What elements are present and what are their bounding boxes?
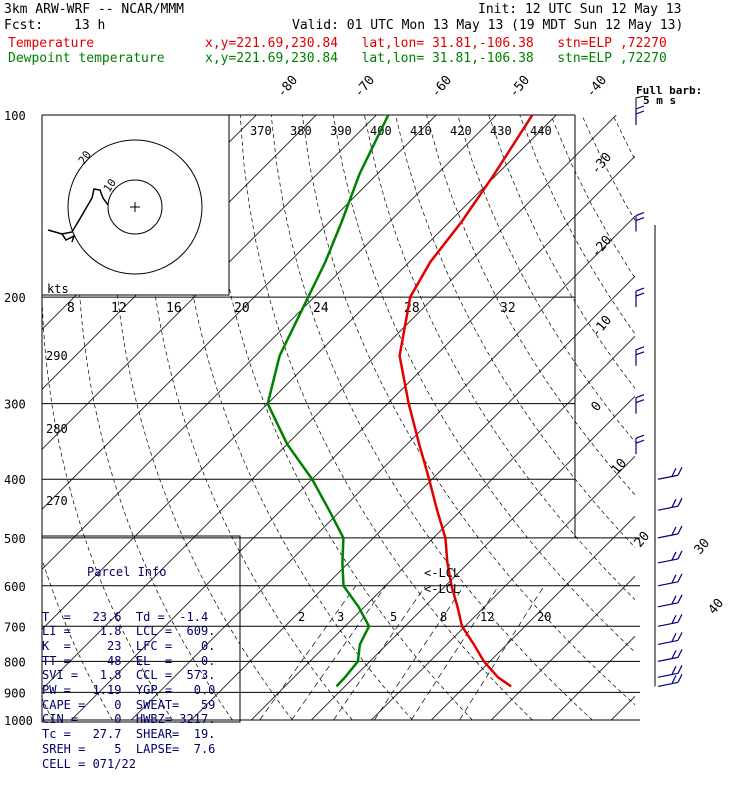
wind-legend-units: 5 m s [643,94,676,107]
pressure-tick-label: 300 [4,398,26,412]
parcel-info-row: SVI = 1.8 CCL = 573. [42,668,238,683]
dry-adiabat [520,115,740,720]
mixing-ratio-label: 2 [298,610,305,624]
pressure-tick-label: 700 [4,620,26,634]
wind-barb [636,288,644,307]
isotherm-label: 0 [589,399,606,415]
isotherm-label: -20 [589,233,616,261]
mixing-ratio-label: 5 [390,610,397,624]
pressure-tick-label: 600 [4,580,26,594]
pressure-tick-label: 1000 [4,714,33,728]
wind-barb [636,395,644,414]
dry-adiabat [551,115,740,720]
theta-label: 370 [250,124,272,138]
wind-barb [658,551,682,563]
isotherm-label: -70 [352,73,379,101]
parcel-info-row: CELL = 071/22 [42,757,238,772]
isotherm-label: 40 [706,596,728,618]
wind-barb [658,649,682,661]
wind-barb [658,614,682,626]
mixing-ratio-line [334,586,426,720]
speed-tick-label: 16 [166,301,182,316]
speed-tick-label: 24 [313,301,329,316]
parcel-info-row: CIN = 0 HWBZ= 3217. [42,712,238,727]
left-theta-label: 280 [46,422,68,436]
mixing-ratio-label: 12 [480,610,494,624]
speed-tick-label: 20 [234,301,250,316]
isotherm [371,115,740,720]
isotherm-label: -60 [429,73,456,101]
wind-barb [636,435,644,454]
pressure-tick-label: 800 [4,655,26,669]
left-theta-label: 290 [46,349,68,363]
lcl-label: <-LCL [424,566,460,580]
parcel-info-row: PW = 1.19 YGP = 0.0 [42,683,238,698]
parcel-info-row: CAPE = 0 SWEAT= 59 [42,698,238,713]
parcel-info-row: K = 23 LFC = 0. [42,639,238,654]
dry-adiabat [613,115,740,720]
speed-tick-label: 32 [500,301,516,316]
mixing-ratio-line [374,586,464,720]
pressure-tick-label: 500 [4,532,26,546]
isotherm [611,115,740,720]
lcl-label: <-LCL [424,582,460,596]
wind-barb [636,106,644,125]
parcel-info-row: TT = 48 EL = 0. [42,654,238,669]
dry-adiabat [582,115,740,720]
dry-adiabat [706,115,740,720]
mixing-ratio-line [260,586,356,720]
pressure-tick-label: 900 [4,686,26,700]
wind-barb [658,498,682,510]
wind-barb [658,467,682,479]
speed-tick-label: 12 [111,301,127,316]
isotherm-label: 10 [609,456,631,478]
wind-barb [658,526,682,538]
theta-label: 380 [290,124,312,138]
mixing-ratio-label: 8 [440,610,447,624]
isotherm-label: -40 [584,73,611,101]
parcel-info-row: T = 23.6 Td = -1.4 [42,610,238,625]
parcel-info-row: SREH = 5 LAPSE= 7.6 [42,742,238,757]
theta-label: 430 [490,124,512,138]
wind-barb [636,213,644,232]
isotherm-label: -80 [275,73,302,101]
pressure-tick-label: 400 [4,473,26,487]
dry-adiabat [333,115,712,720]
theta-label: 420 [450,124,472,138]
isotherm-label: -30 [589,150,616,178]
wind-barb [658,595,682,607]
isotherm-label: 30 [692,536,714,558]
pressure-tick-label: 100 [4,109,26,123]
dry-adiabat [395,115,740,720]
theta-label: 390 [330,124,352,138]
dry-adiabat [271,115,592,720]
dry-adiabat [675,115,740,720]
parcel-info-title: Parcel Info [42,565,238,580]
parcel-info-row: LI = 1.8 LCL = 609. [42,624,238,639]
speed-tick-label: 8 [67,301,75,316]
wind-barb [658,665,682,677]
dry-adiabat [209,115,472,720]
dry-adiabat [644,115,740,720]
mixing-ratio-line [460,586,545,720]
isotherm-label: -50 [507,73,534,101]
wind-barb [658,632,682,644]
theta-label: 440 [530,124,552,138]
isotherm [551,115,740,720]
isotherm-label: -10 [589,313,616,341]
mixing-ratio-label: 20 [537,610,551,624]
hodograph-units: kts [47,282,69,296]
wind-barb [636,347,644,366]
pressure-tick-label: 200 [4,291,26,305]
mixing-ratio-label: 3 [337,610,344,624]
dry-adiabat [458,115,740,720]
left-theta-label: 270 [46,494,68,508]
wind-barb [658,574,682,586]
theta-label: 410 [410,124,432,138]
